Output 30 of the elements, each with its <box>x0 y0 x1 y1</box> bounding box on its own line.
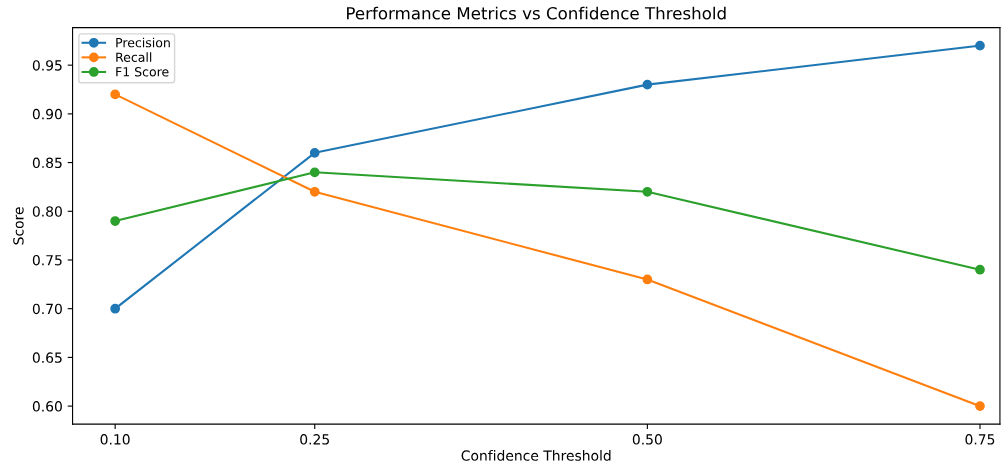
y-tick-label: 0.65 <box>32 352 62 363</box>
x-axis-title: Confidence Threshold <box>461 450 611 461</box>
point <box>309 186 320 197</box>
y-tick-label: 0.90 <box>32 108 62 120</box>
point <box>642 274 653 285</box>
y-tick-label: 0.75 <box>32 254 62 266</box>
point <box>309 167 320 178</box>
legend-label: F1 Score <box>116 67 169 77</box>
point <box>309 147 320 158</box>
point <box>975 40 985 51</box>
point <box>110 89 121 100</box>
x-tick-label: 0.50 <box>632 434 662 445</box>
x-tick-label: 0.25 <box>300 434 329 445</box>
y-tick-label: 0.60 <box>32 401 62 412</box>
legend-label: Recall <box>116 52 152 62</box>
point <box>110 303 121 314</box>
point <box>110 216 121 226</box>
y-tick-label: 0.95 <box>32 60 62 71</box>
point <box>642 186 653 197</box>
point <box>642 79 653 90</box>
x-tick-label: 0.10 <box>100 434 130 445</box>
y-axis-title: Score <box>13 207 24 245</box>
point <box>975 264 985 275</box>
point <box>975 401 985 411</box>
chart-title: Performance Metrics vs Confidence Threshold <box>347 6 726 20</box>
y-tick-label: 0.80 <box>32 206 62 217</box>
x-tick-label: 0.75 <box>965 434 995 445</box>
y-tick-label: 0.70 <box>32 303 62 315</box>
y-tick-label: 0.85 <box>32 157 62 169</box>
legend-label: Precision <box>116 37 170 48</box>
